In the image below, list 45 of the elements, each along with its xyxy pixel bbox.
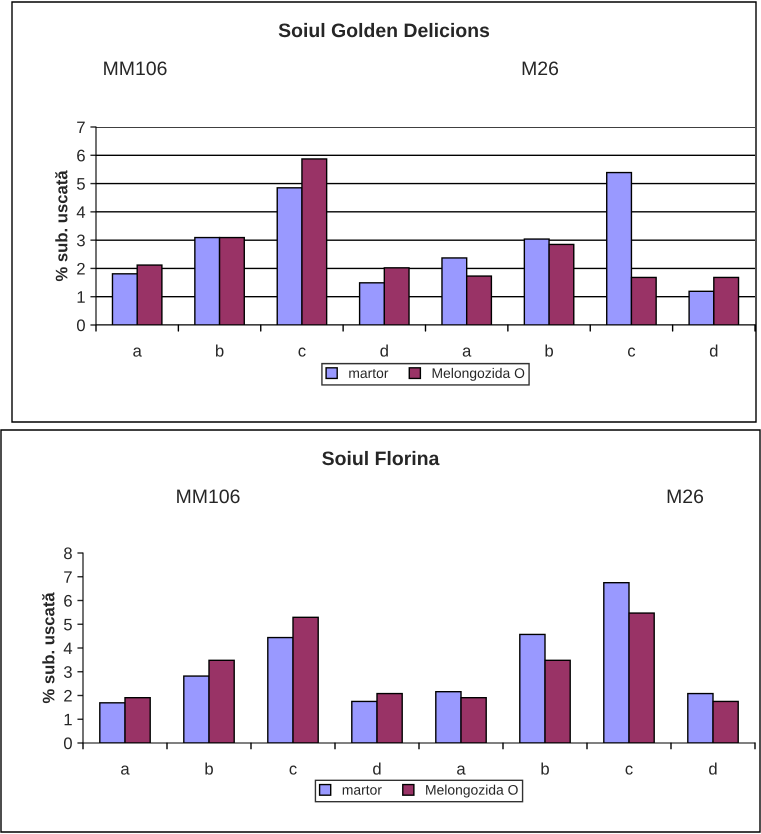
text: M26	[522, 61, 558, 76]
chart-title: Soiul Florina	[322, 450, 440, 466]
text: M26	[668, 489, 704, 504]
y-tick-label: 4	[76, 206, 86, 218]
chart-title: Soiul Golden Delicions	[278, 22, 490, 38]
x-tick-label: b	[216, 344, 224, 357]
y-tick-label: 5	[64, 618, 72, 630]
x-tick-label: d	[380, 344, 388, 357]
x-tick-label: d	[373, 762, 381, 775]
y-tick-label: 4	[64, 642, 72, 654]
x-tick-label: d	[709, 762, 717, 775]
y-tick-label: 2	[77, 262, 85, 274]
x-tick-label: c	[290, 766, 297, 775]
y-tick-label: 0	[76, 319, 85, 332]
x-tick-label: b	[541, 762, 549, 775]
y-axis-title: % sub. uscată	[55, 170, 68, 282]
legend-label: martor	[342, 786, 382, 795]
x-tick-label: c	[298, 348, 306, 357]
y-tick-label: 3	[64, 666, 72, 678]
y-tick-label: 3	[76, 234, 85, 246]
y-tick-label: 1	[78, 291, 85, 303]
text: MM106	[104, 61, 167, 76]
y-tick-label: 1	[64, 714, 72, 726]
y-tick-label: 6	[64, 594, 72, 607]
x-tick-label: d	[710, 344, 718, 357]
x-tick-label: a	[121, 766, 130, 775]
y-tick-label: 5	[76, 178, 85, 190]
legend-label: Melongozida O	[432, 368, 524, 381]
x-tick-label: c	[626, 766, 633, 775]
y-tick-label: 7	[77, 122, 85, 134]
x-tick-label: b	[205, 762, 213, 775]
x-tick-label: a	[457, 766, 466, 775]
y-tick-label: 2	[64, 690, 72, 702]
legend-label: Melongozida O	[426, 784, 518, 798]
y-tick-label: 8	[64, 547, 72, 560]
legend-label: martor	[349, 368, 388, 378]
x-tick-label: a	[462, 348, 472, 357]
text: MM106	[177, 489, 240, 504]
y-tick-label: 6	[77, 150, 85, 162]
y-axis-title: % sub. uscată	[42, 592, 54, 704]
x-tick-label: a	[133, 348, 142, 357]
y-tick-label: 7	[64, 571, 72, 583]
x-tick-label: b	[546, 344, 553, 357]
x-tick-label: c	[628, 348, 636, 357]
y-tick-label: 0	[64, 737, 72, 750]
